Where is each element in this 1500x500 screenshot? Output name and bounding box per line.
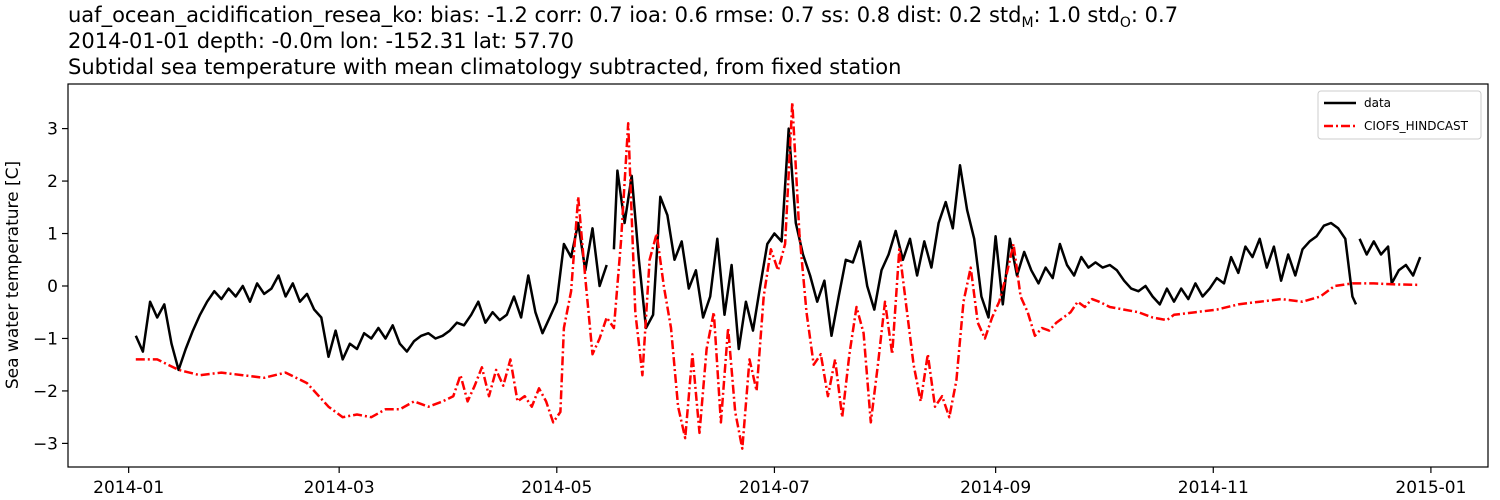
y-tick-label: 2 [47,172,58,192]
title-metrics-part2: : 1.0 std [1033,3,1120,27]
x-tick-label: 2014-05 [521,478,592,498]
plot-frame [67,83,1489,468]
y-axis-label: Sea water temperature [C] [3,161,23,389]
title-metrics-part1: uaf_ocean_acidification_resea_ko: bias: … [68,3,1022,27]
x-axis: 2014-01 2014-03 2014-05 2014-07 2014-09 2014-… [93,467,1466,498]
y-tick-label: 0 [47,277,58,297]
x-tick-label: 2015-01 [1395,478,1466,498]
x-tick-label: 2014-09 [960,478,1031,498]
title-line-location: 2014-01-01 depth: -0.0m lon: -152.31 lat… [68,29,574,53]
legend-label-data: data [1364,96,1391,110]
series-line-data [134,127,1422,372]
y-tick-label: −3 [33,434,58,454]
y-axis: −3 −2 −1 0 1 2 3 [33,120,68,454]
title-line-metrics: uaf_ocean_acidification_resea_ko: bias: … [68,2,1488,32]
legend-label-model: CIOFS_HINDCAST [1364,119,1469,133]
chart-title: uaf_ocean_acidification_resea_ko: bias: … [68,2,1488,80]
legend-box [1317,90,1482,140]
y-tick-label: 1 [47,225,58,245]
title-metrics-part3: : 0.7 [1130,3,1179,27]
title-metrics-sub-o: O [1119,15,1131,32]
series-line-model [135,101,1421,450]
y-tick-label: −1 [33,329,58,349]
x-tick-label: 2014-11 [1178,478,1249,498]
y-tick-label: 3 [47,120,58,140]
title-metrics-sub-m: M [1021,15,1034,32]
title-line-description: Subtidal sea temperature with mean clima… [68,55,902,79]
y-tick-label: −2 [33,382,58,402]
series-layer [134,101,1422,450]
x-tick-label: 2014-01 [93,478,164,498]
x-tick-label: 2014-03 [304,478,375,498]
x-tick-label: 2014-07 [739,478,810,498]
legend: data CIOFS_HINDCAST [1317,90,1482,140]
